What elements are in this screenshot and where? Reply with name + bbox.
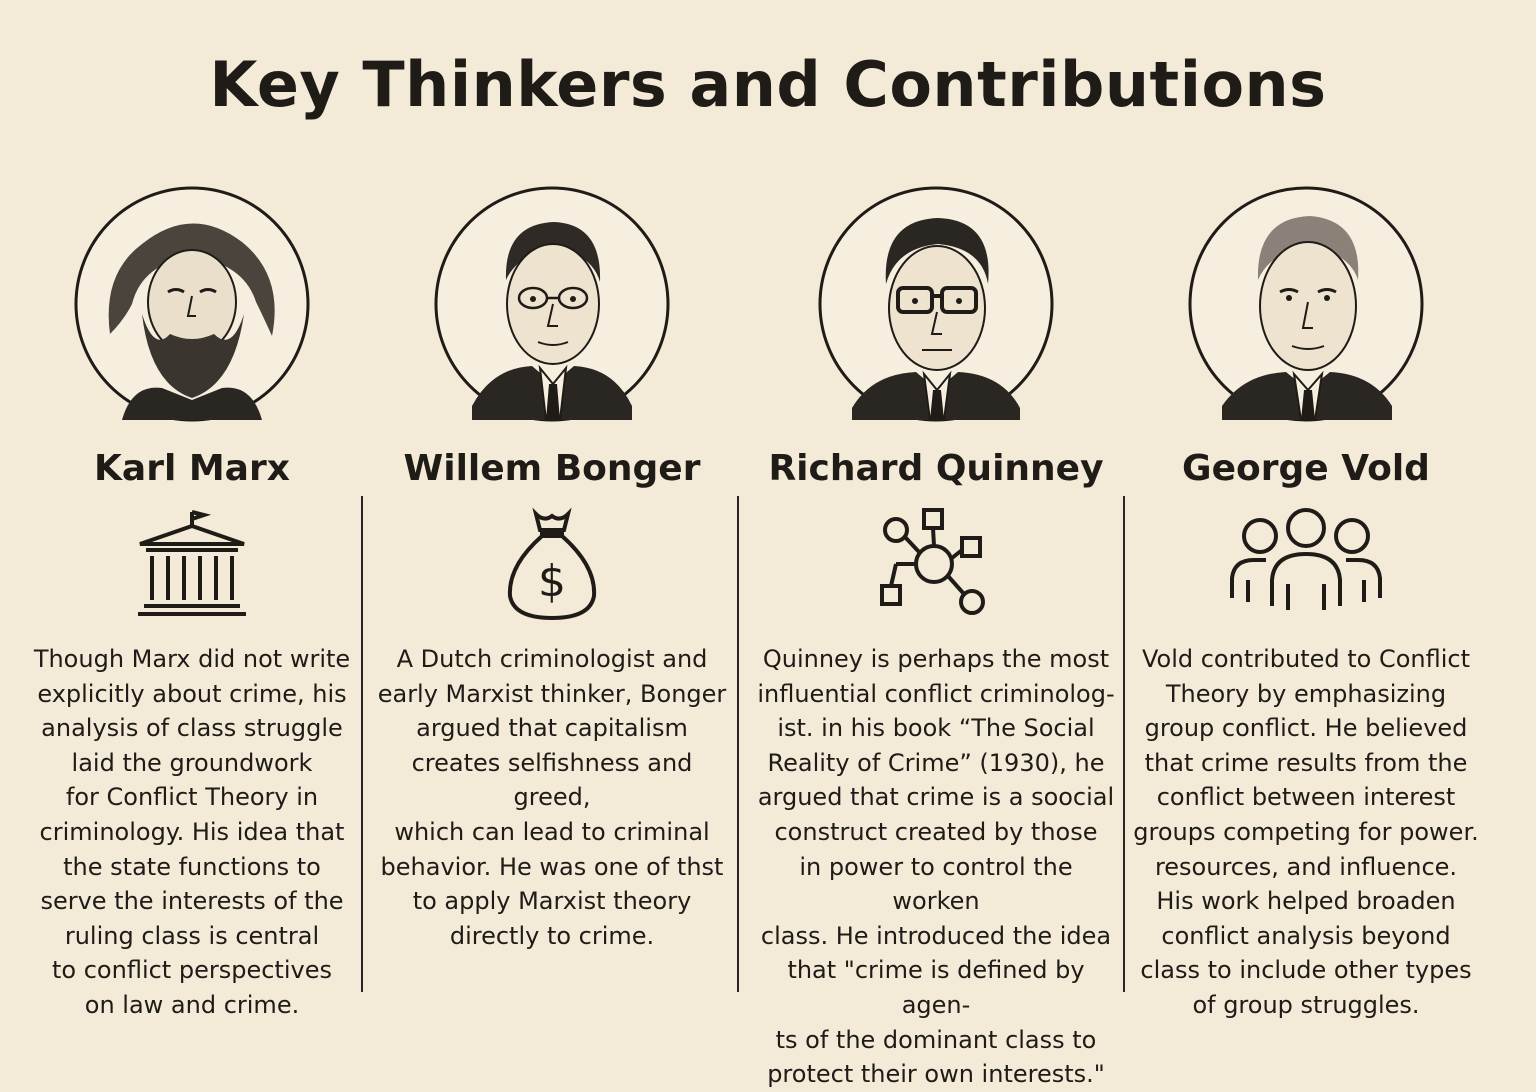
column-divider — [361, 496, 363, 992]
thinker-name: Richard Quinney — [768, 448, 1104, 489]
thinker-description: Though Marx did not write explicitly abo… — [33, 645, 351, 1019]
thinker-description: Quinney is perhaps the most influential … — [757, 645, 1115, 1089]
thinker-card-marx: Karl Marx Though Marx did not write expl… — [0, 170, 384, 1024]
thinker-name: Willem Bonger — [403, 448, 701, 489]
thinker-card-bonger: Willem Bonger $ A Dutch criminologist an… — [360, 170, 744, 1024]
thinker-description: Vold contributed to Conflict Theory by e… — [1133, 645, 1479, 1019]
page-title: Key Thinkers and Contributions — [209, 48, 1327, 121]
portrait-marx — [72, 184, 312, 424]
network-icon — [876, 506, 996, 622]
svg-text:$: $ — [538, 556, 566, 607]
money-bag-icon: $ — [492, 506, 612, 622]
thinker-card-vold: George Vold Vold contributed to Conflict… — [1114, 170, 1498, 1024]
thinker-description: A Dutch criminologist and early Marxist … — [377, 645, 727, 950]
group-icon — [1230, 506, 1382, 622]
portrait-bonger — [432, 184, 672, 424]
column-divider — [737, 496, 739, 992]
column-divider — [1123, 496, 1125, 992]
thinker-card-quinney: Richard Quinney Quinney is perhaps the m… — [744, 170, 1128, 1088]
thinker-name: Karl Marx — [94, 448, 290, 489]
portrait-vold — [1186, 184, 1426, 424]
thinker-name: George Vold — [1182, 448, 1430, 489]
portrait-quinney — [816, 184, 1056, 424]
courthouse-icon — [132, 506, 252, 622]
